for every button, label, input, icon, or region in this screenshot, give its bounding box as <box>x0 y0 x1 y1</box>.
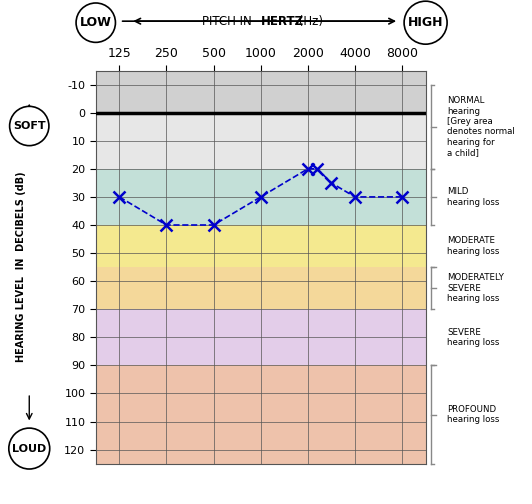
Text: HERTZ: HERTZ <box>261 15 304 28</box>
Text: HEARING LEVEL  IN  DECIBELS (dB): HEARING LEVEL IN DECIBELS (dB) <box>16 172 26 362</box>
Text: LOW: LOW <box>80 16 112 29</box>
Bar <box>96 365 426 464</box>
Bar <box>96 267 426 309</box>
Bar <box>96 113 426 169</box>
Bar <box>96 225 426 267</box>
Text: SEVERE
hearing loss: SEVERE hearing loss <box>447 328 499 347</box>
Bar <box>96 169 426 225</box>
Bar <box>96 71 426 113</box>
Text: MILD
hearing loss: MILD hearing loss <box>447 187 499 207</box>
Text: LOUD: LOUD <box>12 444 46 454</box>
Text: MODERATELY
SEVERE
hearing loss: MODERATELY SEVERE hearing loss <box>447 273 504 303</box>
Bar <box>96 309 426 365</box>
Text: NORMAL
hearing
[Grey area
denotes normal
hearing for
a child]: NORMAL hearing [Grey area denotes normal… <box>447 96 514 157</box>
Text: HIGH: HIGH <box>408 16 443 29</box>
Text: MODERATE
hearing loss: MODERATE hearing loss <box>447 236 499 256</box>
Text: PITCH IN: PITCH IN <box>202 15 256 28</box>
Text: (Hz): (Hz) <box>295 15 323 28</box>
Text: SOFT: SOFT <box>13 121 46 131</box>
Text: PROFOUND
hearing loss: PROFOUND hearing loss <box>447 405 499 424</box>
